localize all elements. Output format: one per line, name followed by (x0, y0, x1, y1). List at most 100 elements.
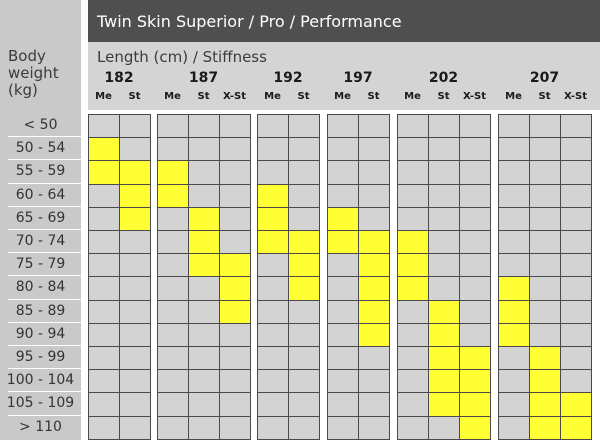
recommended-cell (397, 253, 429, 278)
grid-cell (119, 415, 151, 440)
grid-cell (88, 369, 120, 394)
chart-title: Twin Skin Superior / Pro / Performance (97, 12, 402, 31)
weight-range-label: 95 - 99 (15, 349, 66, 365)
grid-cell (397, 299, 429, 324)
grid-cell (358, 415, 390, 440)
recommended-cell (88, 160, 120, 185)
grid-cell (459, 322, 491, 347)
recommended-cell (358, 299, 390, 324)
grid-cell (88, 299, 120, 324)
stiffness-label: Me (404, 91, 421, 102)
stiffness-label: X-St (462, 91, 487, 102)
recommended-cell (257, 206, 289, 231)
grid-cell (529, 137, 561, 162)
grid-cell (428, 206, 460, 231)
recommended-cell (459, 346, 491, 371)
grid-cell (188, 114, 220, 139)
grid-cell (188, 276, 220, 301)
weight-range-label: 90 - 94 (15, 325, 66, 342)
grid-cell (529, 299, 561, 324)
grid-cell (397, 160, 429, 185)
grid-cell (119, 253, 151, 278)
grid-cell (498, 137, 530, 162)
grid-cell (428, 114, 460, 139)
weight-range-label: < 50 (23, 117, 58, 133)
grid-cell (257, 114, 289, 139)
grid-cell (157, 114, 189, 139)
recommended-cell (358, 230, 390, 255)
grid-cell (257, 299, 289, 324)
recommended-cell (358, 276, 390, 301)
grid-cell (529, 276, 561, 301)
grid-cell (88, 415, 120, 440)
grid-cell (560, 160, 592, 185)
grid-cell (257, 137, 289, 162)
grid-cell (257, 346, 289, 371)
grid-cell (88, 206, 120, 231)
recommended-cell (358, 253, 390, 278)
recommended-cell (157, 160, 189, 185)
grid-cell (188, 160, 220, 185)
stiffness-label: X-St (563, 91, 588, 102)
recommended-cell (88, 137, 120, 162)
row-divider (8, 414, 81, 416)
grid-cell (529, 183, 561, 208)
grid-cell (560, 253, 592, 278)
row-divider (8, 391, 81, 393)
grid-cell (397, 392, 429, 417)
grid-cell (188, 137, 220, 162)
recommended-cell (219, 299, 251, 324)
grid-cell (88, 392, 120, 417)
grid-cell (257, 322, 289, 347)
recommended-cell (327, 230, 359, 255)
row-divider (8, 368, 81, 370)
grid-cell (219, 322, 251, 347)
grid-cell (327, 160, 359, 185)
recommended-cell (188, 253, 220, 278)
weight-range-label: 75 - 79 (15, 256, 66, 273)
grid-cell (188, 183, 220, 208)
length-label: 182 (104, 70, 134, 86)
grid-cell (358, 369, 390, 394)
grid-cell (498, 346, 530, 371)
row-divider (8, 229, 81, 230)
grid-cell (327, 137, 359, 162)
grid-cell (257, 276, 289, 301)
recommended-cell (119, 160, 151, 185)
grid-cell (459, 253, 491, 278)
grid-cell (560, 230, 592, 255)
grid-cell (428, 183, 460, 208)
grid-cell (288, 392, 320, 417)
grid-cell (157, 346, 189, 371)
weight-range-label: 55 - 59 (15, 163, 66, 180)
recommended-cell (560, 392, 592, 417)
recommended-cell (257, 183, 289, 208)
row-divider (8, 345, 81, 346)
grid-cell (498, 369, 530, 394)
grid-cell (397, 346, 429, 371)
grid-cell (157, 369, 189, 394)
grid-cell (257, 253, 289, 278)
grid-cell (188, 369, 220, 394)
recommended-cell (257, 230, 289, 255)
grid-cell (288, 114, 320, 139)
length-label: 207 (529, 70, 560, 86)
grid-cell (119, 322, 151, 347)
grid-cell (327, 369, 359, 394)
recommended-cell (498, 299, 530, 324)
grid-cell (219, 369, 251, 394)
length-label: 187 (188, 70, 219, 86)
grid-cell (428, 415, 460, 440)
body-weight-column (0, 0, 81, 440)
stiffness-label: St (197, 91, 210, 102)
grid-cell (88, 183, 120, 208)
grid-cell (498, 392, 530, 417)
grid-cell (119, 137, 151, 162)
recommended-cell (529, 415, 561, 440)
grid-cell (288, 415, 320, 440)
recommended-cell (119, 206, 151, 231)
weight-range-label: 105 - 109 (6, 395, 75, 412)
row-divider (8, 159, 81, 161)
recommended-cell (529, 392, 561, 417)
recommended-cell (119, 183, 151, 208)
